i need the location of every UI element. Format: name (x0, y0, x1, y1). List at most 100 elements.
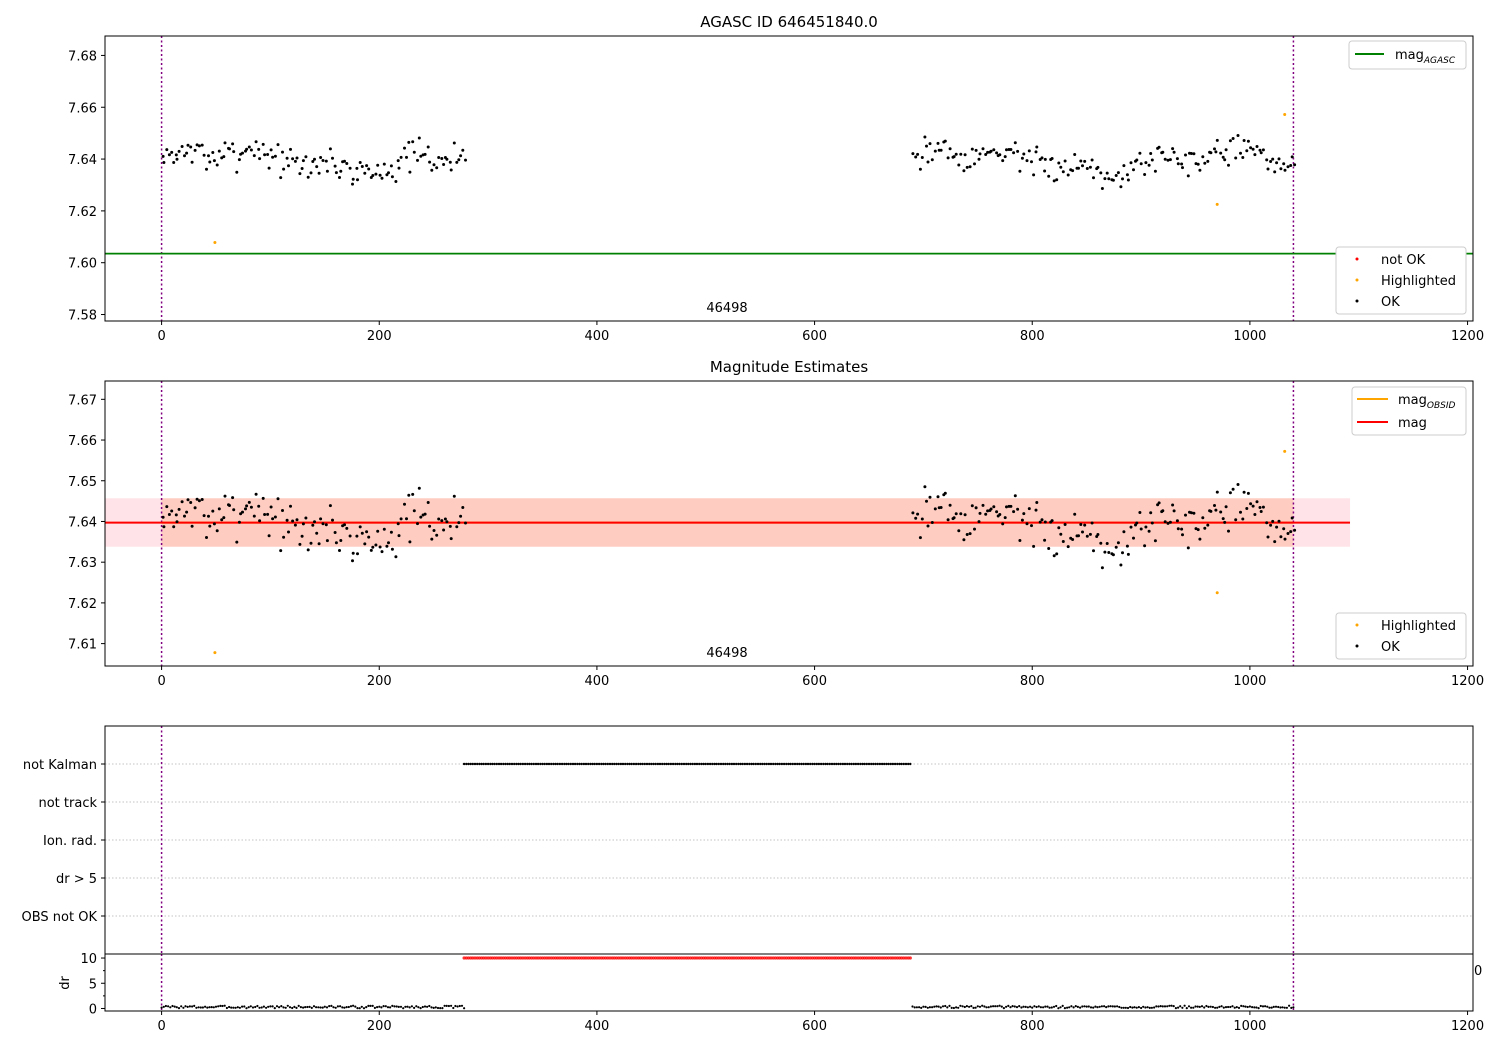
ok-point (345, 526, 349, 530)
dr-point (241, 1005, 244, 1008)
legend-ok-label-2: OK (1381, 640, 1400, 655)
dr-capped-point (641, 956, 645, 960)
flag-point (822, 762, 825, 766)
dr-capped-point (691, 956, 695, 960)
flag-point (506, 762, 509, 766)
flag-point (604, 762, 607, 766)
dr-point (950, 1006, 953, 1010)
dr-point (978, 1005, 982, 1008)
ok-point (215, 163, 219, 167)
ok-point (258, 157, 262, 161)
dr-point (1063, 1007, 1066, 1010)
dr-point (1100, 1005, 1103, 1008)
ok-point (1224, 505, 1228, 509)
dr-capped-point (521, 956, 525, 960)
ok-point (1236, 134, 1240, 137)
dr-capped-point (710, 956, 714, 960)
dr-point (271, 1005, 274, 1008)
flag-point (702, 762, 705, 766)
flag-point (728, 762, 731, 766)
ok-point (374, 172, 378, 176)
dr-point (262, 1005, 265, 1008)
ok-point (220, 518, 224, 522)
flag-point (708, 762, 712, 766)
ok-point (267, 534, 271, 538)
flag-point (563, 762, 566, 766)
dr-capped-point (769, 956, 773, 960)
ok-point (380, 550, 384, 554)
ok-point (167, 153, 171, 157)
dr-point (339, 1005, 342, 1008)
dr-point (273, 1007, 276, 1010)
dr-capped-point (747, 956, 751, 960)
ok-point (355, 166, 359, 170)
dr-point (428, 1004, 431, 1008)
dr-point (1005, 1005, 1008, 1008)
flag-point (571, 762, 575, 766)
ok-point (452, 494, 456, 498)
dr-point (356, 1007, 359, 1010)
dr-capped-point (484, 956, 488, 960)
dr-point (1033, 1005, 1036, 1008)
dr-point (358, 1007, 361, 1010)
dr-point (1129, 1005, 1132, 1009)
ok-point (317, 171, 321, 175)
flag-point (761, 762, 764, 766)
dr-capped-point (900, 956, 904, 960)
dr-capped-point (708, 956, 712, 960)
ok-point (172, 525, 176, 529)
ok-point (1061, 170, 1065, 174)
ok-point (1083, 159, 1087, 163)
ok-point (923, 485, 927, 489)
highlighted-point (1283, 449, 1287, 453)
ok-point (1180, 162, 1184, 166)
ok-point (190, 160, 194, 164)
ok-point (943, 139, 947, 143)
flag-point (772, 762, 775, 766)
ok-point (435, 166, 439, 170)
dr-point (1024, 1005, 1027, 1009)
ok-point (1059, 532, 1063, 536)
dr-capped-point (863, 956, 867, 960)
ok-point (378, 545, 382, 549)
flag-category-label: dr > 5 (56, 872, 97, 887)
dr-point (288, 1006, 292, 1009)
ok-point (378, 173, 382, 177)
dr-point (1142, 1005, 1145, 1008)
dr-point (1187, 1005, 1191, 1008)
dr-point (1174, 1007, 1177, 1010)
flag-point (719, 762, 723, 766)
ok-point (952, 155, 956, 159)
dr-point (946, 1006, 949, 1009)
dr-point (180, 1005, 183, 1008)
ok-point (1271, 519, 1275, 523)
dr-point (1061, 1004, 1064, 1008)
dr-point (334, 1006, 337, 1009)
ok-point (1147, 529, 1151, 533)
ok-point (273, 154, 277, 158)
ok-point (279, 176, 283, 180)
flag-point (898, 762, 901, 766)
dr-point (1209, 1005, 1212, 1008)
ok-point (1027, 149, 1031, 153)
ok-point (298, 542, 302, 546)
ok-point (1239, 510, 1242, 514)
flag-point (484, 762, 488, 766)
flag-point (850, 762, 853, 766)
dr-point (410, 1005, 413, 1008)
highlighted-point (213, 651, 217, 655)
ok-point (407, 140, 411, 144)
dr-capped-point (514, 956, 519, 960)
ok-point (232, 150, 236, 154)
ok-point (1214, 150, 1218, 154)
dr-point (961, 1005, 964, 1008)
ok-point (1144, 525, 1148, 529)
dr-point (1216, 1006, 1219, 1009)
ok-point (1186, 546, 1190, 550)
ok-point (266, 512, 270, 516)
x-tick-label: 200 (367, 674, 392, 689)
dr-capped-point (560, 956, 564, 960)
dr-point (208, 1006, 211, 1009)
flag-point (865, 762, 868, 766)
dr-point (1052, 1005, 1056, 1008)
